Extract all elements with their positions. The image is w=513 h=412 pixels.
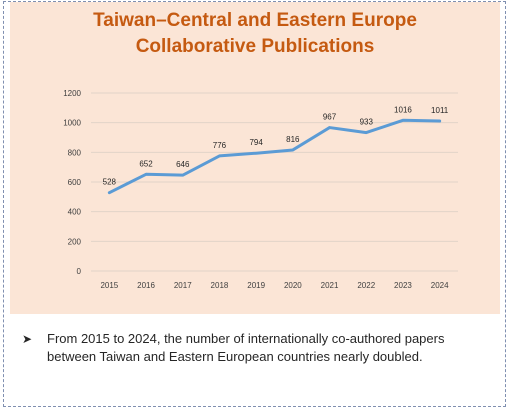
x-tick-label: 2020 <box>284 281 302 290</box>
data-label: 652 <box>139 159 153 168</box>
data-point <box>438 119 441 123</box>
data-point <box>291 148 295 152</box>
chart-title-line-1: Taiwan–Central and Eastern Europe <box>93 10 417 31</box>
data-point <box>144 173 148 176</box>
y-tick-label: 600 <box>68 178 82 187</box>
data-label: 1016 <box>394 105 412 114</box>
y-tick-label: 400 <box>68 208 82 217</box>
x-tick-label: 2023 <box>394 281 412 290</box>
y-tick-label: 800 <box>68 148 82 157</box>
data-label: 816 <box>286 135 300 144</box>
x-tick-label: 2017 <box>174 281 192 290</box>
chart-panel: Taiwan–Central and Eastern Europe Collab… <box>10 2 500 314</box>
x-tick-label: 2018 <box>211 281 229 290</box>
data-point <box>328 126 331 129</box>
x-tick-label: 2016 <box>137 281 155 290</box>
y-tick-label: 1200 <box>63 89 81 98</box>
summary-text: From 2015 to 2024, the number of interna… <box>47 331 445 364</box>
data-label: 528 <box>103 178 117 187</box>
x-tick-label: 2019 <box>247 281 265 290</box>
x-tick-label: 2024 <box>431 281 449 290</box>
data-label: 794 <box>249 138 263 147</box>
summary-note: ➤ From 2015 to 2024, the number of inter… <box>22 330 492 366</box>
y-tick-label: 0 <box>77 267 82 276</box>
data-point <box>181 173 184 177</box>
arrowhead-bullet-icon: ➤ <box>22 332 33 346</box>
data-point <box>108 191 111 194</box>
data-point <box>218 154 221 158</box>
data-point <box>254 152 258 155</box>
slide-frame <box>3 1 506 407</box>
data-point <box>401 119 405 122</box>
x-tick-label: 2021 <box>321 281 339 290</box>
data-point <box>365 131 368 134</box>
x-tick-label: 2022 <box>357 281 375 290</box>
x-tick-label: 2015 <box>100 281 118 290</box>
data-label: 776 <box>213 141 227 150</box>
data-label: 933 <box>360 118 374 127</box>
y-tick-label: 1000 <box>63 119 81 128</box>
data-label: 967 <box>323 113 337 122</box>
chart-title-line-2: Collaborative Publications <box>135 36 375 57</box>
data-label: 646 <box>176 160 190 169</box>
data-label: 1011 <box>431 106 449 115</box>
y-tick-label: 200 <box>68 237 82 246</box>
line-chart: 0 200 400 600 800 1000 1200 2015 2016 2017 2018 201… <box>63 89 458 290</box>
series-line <box>107 118 442 195</box>
